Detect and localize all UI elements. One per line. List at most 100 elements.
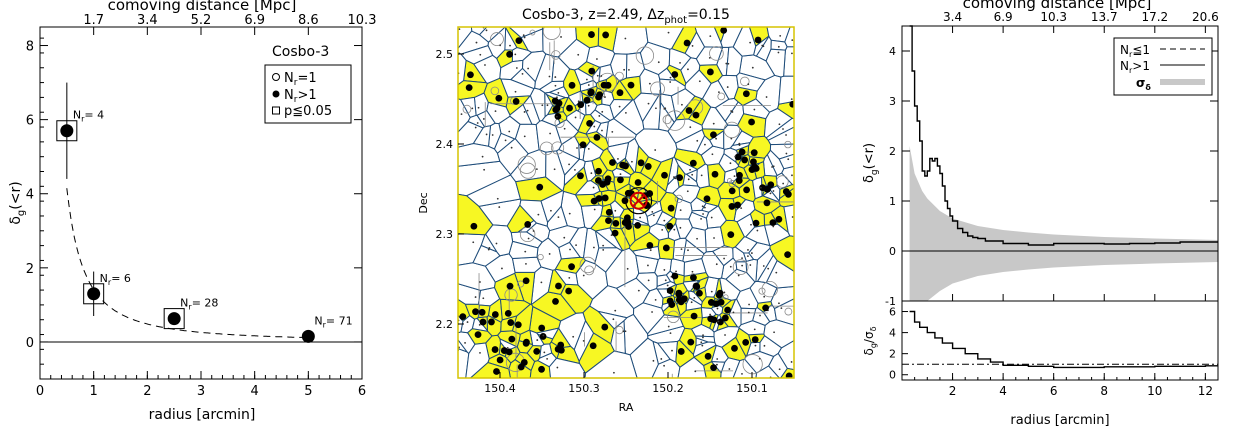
galaxy-dot-small	[716, 307, 719, 310]
galaxy-dot	[742, 338, 750, 346]
galaxy-dot	[588, 67, 596, 75]
galaxy-dot-small	[464, 342, 466, 344]
mask-circle	[551, 50, 561, 60]
voronoi-cell	[547, 269, 567, 295]
galaxy-dot-small	[602, 244, 605, 247]
galaxy-dot-small	[526, 109, 529, 112]
galaxy-dot	[728, 203, 736, 210]
galaxy-dot	[734, 201, 742, 209]
galaxy-dot	[734, 153, 742, 161]
galaxy-dot-small	[604, 96, 606, 98]
galaxy-dot-small	[671, 349, 673, 352]
galaxy-dot-small	[747, 311, 750, 314]
voronoi-cell	[632, 206, 649, 225]
right-bottom-x-tick-label: 10	[1147, 384, 1162, 398]
galaxy-dot-small	[777, 45, 780, 48]
galaxy-dot-small	[666, 284, 669, 287]
right-legend-entry-1: Nr≦1	[1120, 43, 1150, 59]
left-fit-curve	[66, 188, 309, 339]
voronoi-cell	[685, 168, 698, 183]
mask-circle	[784, 140, 792, 149]
galaxy-dot	[671, 71, 679, 78]
galaxy-dot-small	[698, 80, 701, 83]
galaxy-dot-small	[598, 115, 601, 117]
galaxy-dot-small	[663, 219, 666, 222]
galaxy-dot-small	[702, 334, 704, 337]
galaxy-dot	[616, 89, 624, 97]
left-x-tick-label: 3	[197, 384, 205, 399]
galaxy-dot-small	[496, 197, 499, 200]
mask-circle	[551, 141, 565, 155]
galaxy-dot-small	[557, 92, 560, 94]
galaxy-dot	[711, 170, 719, 178]
galaxy-dot-small	[737, 274, 740, 277]
galaxy-dot	[589, 342, 597, 350]
galaxy-dot	[763, 199, 771, 207]
galaxy-dot-small	[769, 192, 772, 195]
galaxy-dot	[538, 365, 545, 373]
galaxy-dot-small	[702, 213, 704, 215]
significance-step-line	[909, 310, 1218, 369]
galaxy-dot-small	[723, 257, 726, 260]
galaxy-dot-small	[637, 289, 640, 292]
galaxy-dot-small	[713, 237, 715, 239]
left-y-tick-label: 8	[26, 40, 34, 55]
point-label-main: N	[73, 109, 81, 122]
mask-circle	[539, 141, 554, 156]
galaxy-dot-small	[700, 174, 703, 177]
voronoi-cell	[458, 193, 494, 236]
right-bottom-y-ticks: 0 2 4 6	[889, 306, 908, 382]
galaxy-dot-small	[655, 107, 657, 110]
galaxy-dot-small	[667, 31, 670, 34]
voronoi-cell	[465, 342, 490, 378]
voronoi-cell	[459, 96, 477, 119]
galaxy-dot-small	[596, 58, 598, 60]
voronoi-cell	[485, 224, 514, 257]
galaxy-dot	[785, 372, 793, 378]
galaxy-dot	[557, 341, 565, 349]
galaxy-dot-small	[741, 257, 743, 260]
map-x-tick-label: 150.2	[652, 382, 684, 395]
galaxy-dot	[728, 187, 736, 195]
galaxy-dot	[470, 222, 478, 230]
voronoi-cell	[508, 240, 539, 260]
galaxy-dot	[536, 183, 544, 191]
voronoi-cell	[683, 258, 707, 277]
galaxy-dot-small	[782, 128, 784, 130]
map-y-tick-label: 2.4	[436, 138, 454, 151]
galaxy-dot	[493, 368, 500, 375]
galaxy-dot	[666, 287, 674, 295]
mask-circle	[667, 310, 680, 324]
galaxy-dot-small	[509, 44, 511, 47]
voronoi-cell	[509, 103, 533, 125]
right-bottom-x-tick-label: 2	[949, 384, 957, 398]
voronoi-cell	[508, 27, 544, 39]
galaxy-dot	[579, 141, 587, 149]
galaxy-dot	[474, 331, 482, 339]
galaxy-dot	[784, 251, 792, 259]
right-bottom-x-axis-label: radius [arcmin]	[1010, 413, 1109, 428]
galaxy-dot-small	[592, 186, 595, 189]
point-label: Nr= 4	[73, 109, 104, 124]
galaxy-dot-small	[543, 351, 546, 354]
galaxy-dot-small	[614, 309, 617, 312]
galaxy-dot	[568, 263, 575, 271]
voronoi-cell	[783, 204, 794, 237]
galaxy-dot-small	[761, 44, 764, 47]
galaxy-dot-small	[772, 225, 775, 228]
galaxy-dot-small	[537, 213, 540, 216]
galaxy-dot-small	[753, 328, 756, 331]
galaxy-dot-small	[482, 118, 485, 120]
galaxy-dot	[738, 148, 746, 156]
mask-circle	[717, 92, 726, 101]
galaxy-dot	[595, 167, 602, 175]
galaxy-dot-small	[556, 96, 558, 99]
mask-circle	[761, 281, 778, 298]
galaxy-dot-small	[651, 311, 653, 313]
left-y-tick-label: 2	[26, 262, 34, 277]
galaxy-dot	[685, 107, 693, 114]
right-legend: Nr≦1 Nr>1 σδ	[1113, 37, 1213, 96]
mask-circle	[490, 32, 504, 46]
voronoi-cell	[677, 356, 707, 378]
